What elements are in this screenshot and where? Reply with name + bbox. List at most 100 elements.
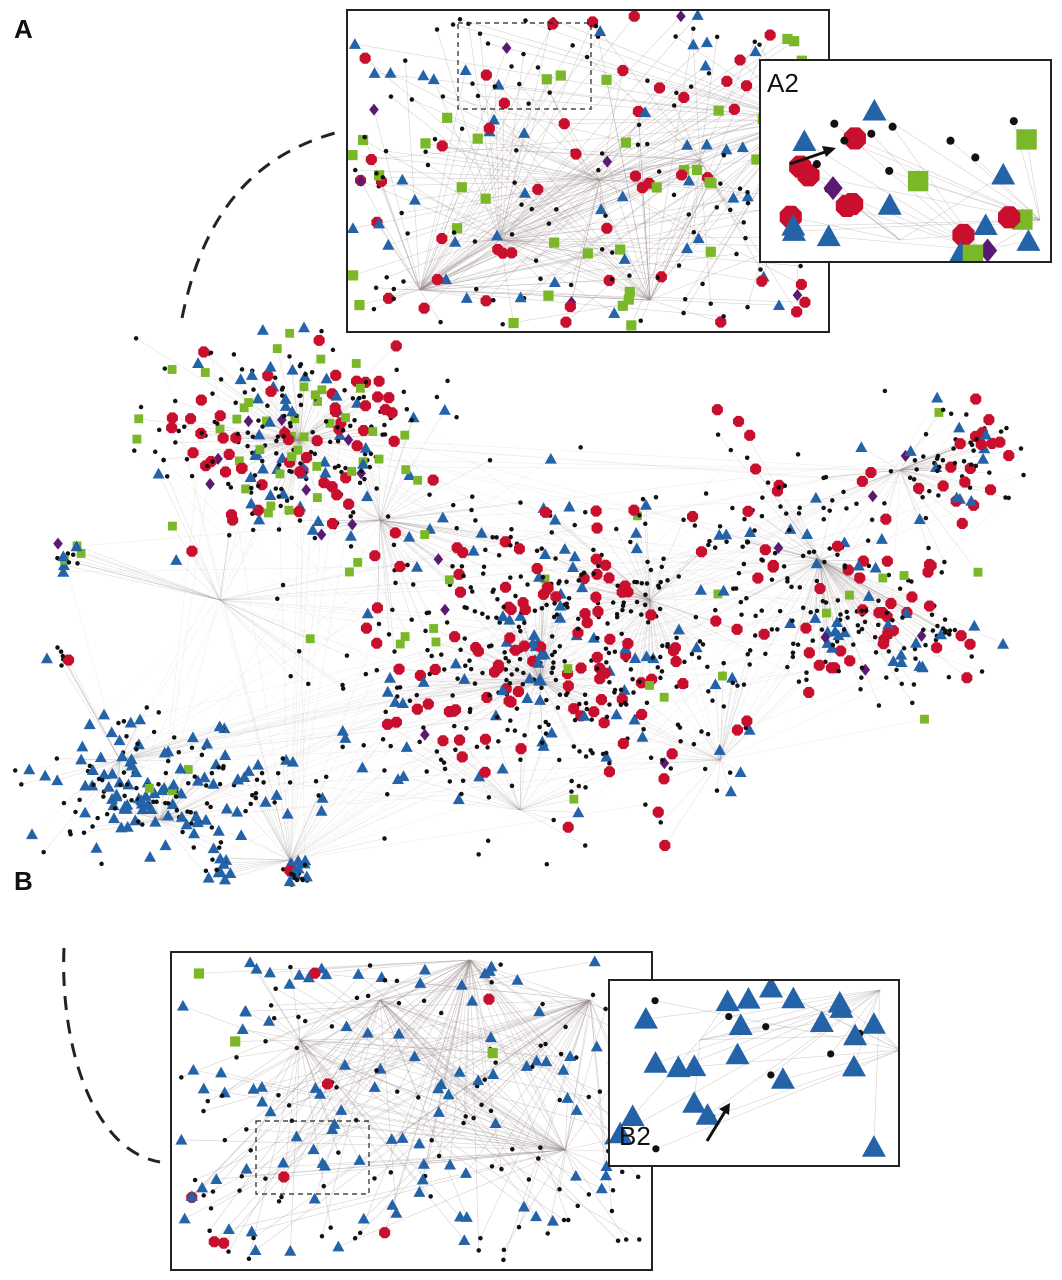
network-node-dot [473,286,479,292]
network-node-dot [927,488,932,494]
network-edge [649,207,718,301]
network-node-dot [544,697,549,703]
network-node-dot [66,560,72,565]
network-node-dot [998,429,1004,434]
network-node-dot [199,752,205,758]
network-node-dot [516,624,522,630]
network-node-triangle [332,1240,345,1252]
network-node-dot [445,378,450,384]
network-node-circle [498,97,510,109]
network-node-dot [201,1193,206,1198]
network-edge [819,559,836,632]
network-node-dot [452,723,457,729]
network-node-dot [747,648,753,653]
network-node-triangle [452,793,465,805]
network-node-dot [118,782,123,787]
network-edge [159,754,203,821]
network-edge [812,559,821,641]
network-node-circle [603,572,615,584]
network-edge [299,1039,640,1240]
network-edge [321,959,471,969]
network-edge [289,739,384,861]
network-edge [899,409,944,471]
network-edge [92,759,121,771]
network-node-circle [591,522,603,534]
network-node-triangle [496,610,509,622]
network-node-triangle [466,994,479,1006]
network-edge [632,1039,701,1117]
network-edge [564,1149,607,1167]
network-node-triangle [473,770,486,782]
network-edge [419,144,688,291]
network-node-dot [682,659,687,665]
network-node-dot [55,645,60,650]
network-node-dot [738,599,744,605]
network-node-triangle [368,67,381,78]
network-edge [819,554,838,561]
network-edge [181,469,901,794]
network-edge [119,610,818,761]
network-edge [819,559,937,637]
network-node-dot [263,1039,268,1044]
network-node-dot [835,598,841,603]
network-node-triangle [759,980,784,998]
network-node-dot [245,443,250,449]
network-edge [379,519,598,669]
network-node-dot [392,649,397,654]
network-node-square [285,328,295,338]
network-node-triangle [222,1223,235,1235]
network-edge [358,973,566,1151]
network-edge [649,599,696,618]
network-edge [289,797,323,861]
network-edge [819,559,944,629]
network-edge [699,159,749,204]
network-node-triangle [830,616,843,627]
network-edge [819,559,933,615]
network-node-dot [812,160,821,169]
network-edge [847,469,901,618]
network-node-triangle [124,755,137,767]
network-edge [380,1068,566,1151]
network-node-dot [637,679,642,685]
network-node-dot [242,390,248,395]
network-edge [459,18,801,121]
network-edge [159,766,224,821]
network-node-circle [568,703,580,715]
network-edge [719,729,750,761]
network-node-dot [614,526,619,532]
network-node-dot [394,694,400,699]
network-node-dot [362,451,368,457]
network-node-dot [935,453,941,459]
network-node-dot [483,547,488,553]
network-node-triangle [309,1082,322,1093]
network-node-dot [470,494,475,499]
network-node-circle [931,642,943,654]
network-node-dot [940,458,946,463]
network-node-dot [760,495,765,500]
network-node-circle [236,462,248,474]
network-edge [419,36,599,291]
network-edge [289,983,566,1151]
network-edge [559,581,651,601]
network-node-dot [717,524,723,529]
network-node-square [353,557,363,567]
network-edge [64,559,121,761]
network-node-dot [312,451,318,457]
network-edge [159,779,239,821]
network-node-dot [441,760,447,765]
network-node-circle [881,555,893,567]
network-edge [425,151,601,181]
network-edge [485,159,701,199]
network-node-diamond [860,663,871,676]
network-node-square [907,170,929,192]
network-node-dot [642,602,648,608]
network-node-triangle [190,810,203,822]
network-node-dot [132,448,137,453]
network-edge [379,979,518,1001]
network-edge [699,1022,822,1041]
network-edge [707,734,721,761]
network-node-triangle [308,1192,321,1204]
network-edge [599,179,741,189]
network-node-dot [551,660,556,665]
network-node-dot [219,1093,225,1099]
